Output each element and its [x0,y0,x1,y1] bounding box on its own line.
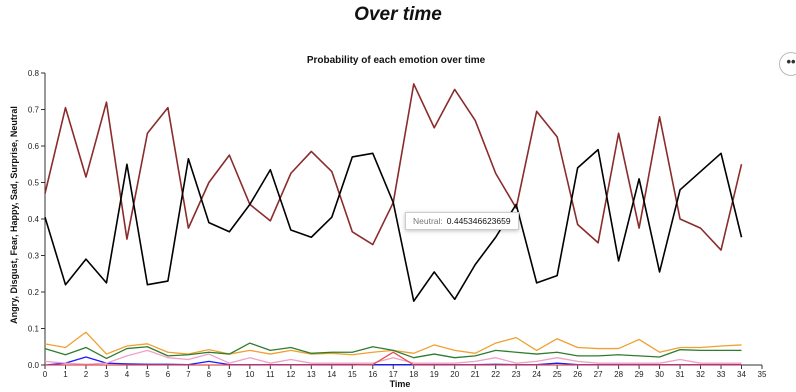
x-tick-label: 18 [409,370,418,379]
series-line-1[interactable] [44,148,743,302]
x-tick-label: 17 [389,370,398,379]
x-tick-label: 8 [207,370,212,379]
hover-tooltip: Neutral: 0.445346623659 [405,212,519,230]
page-title: Over time [354,4,442,25]
x-tick-label: 24 [532,370,541,379]
x-tick-label: 6 [166,370,171,379]
x-tick-label: 9 [227,370,232,379]
x-tick-label: 3 [104,370,109,379]
x-tick-label: 32 [696,370,705,379]
y-tick-label: 0.4 [28,215,40,224]
y-tick-label: 0.8 [28,69,40,78]
y-tick-label: 0.0 [28,361,40,370]
x-tick-label: 29 [635,370,644,379]
x-tick-label: 5 [145,370,150,379]
series-line-3[interactable] [44,342,742,360]
y-tick-label: 0.3 [28,252,40,261]
chart-title: Probability of each emotion over time [307,55,486,66]
x-tick-label: 30 [655,370,664,379]
x-tick-label: 33 [717,370,726,379]
x-tick-label: 13 [307,370,316,379]
x-tick-label: 35 [758,370,767,379]
y-tick-label: 0.2 [28,288,40,297]
x-axis-title: Time [390,379,411,389]
x-tick-label: 11 [266,370,275,379]
x-tick-label: 20 [450,370,459,379]
chart-series-group [44,83,743,366]
x-tick-label: 16 [368,370,377,379]
x-tick-label: 31 [676,370,685,379]
x-tick-label: 26 [573,370,582,379]
y-tick-label: 0.7 [28,106,40,115]
y-axis-title: Angry, Disgust, Fear, Happy, Sad, Surpri… [9,106,19,324]
tooltip-key: Neutral: [413,216,443,226]
x-tick-label: 4 [125,370,130,379]
x-tick-label: 1 [63,370,68,379]
series-line-6[interactable] [45,351,742,366]
x-tick-label: 19 [430,370,439,379]
series-line-5[interactable] [44,349,742,365]
x-tick-label: 12 [286,370,295,379]
y-tick-label: 0.5 [28,179,40,188]
more-options-button[interactable]: •• [779,52,796,76]
x-tick-label: 2 [84,370,89,379]
x-tick-label: 10 [245,370,254,379]
x-tick-label: 22 [491,370,500,379]
tooltip-value: 0.445346623659 [446,216,511,226]
y-tick-label: 0.6 [28,142,40,151]
y-tick-label: 0.1 [28,325,40,334]
series-line-0[interactable] [44,83,743,251]
ellipsis-icon: •• [786,54,796,69]
x-tick-label: 14 [327,370,336,379]
x-tick-label: 27 [594,370,603,379]
x-tick-label: 7 [186,370,191,379]
x-tick-label: 28 [614,370,623,379]
x-tick-label: 25 [553,370,562,379]
x-tick-label: 21 [471,370,480,379]
x-tick-label: 15 [348,370,357,379]
x-tick-label: 34 [737,370,746,379]
x-tick-label: 23 [512,370,521,379]
x-tick-label: 0 [43,370,48,379]
